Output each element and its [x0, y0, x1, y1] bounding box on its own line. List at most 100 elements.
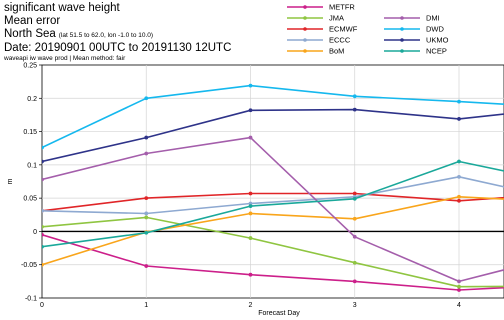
data-point-metfr [248, 272, 253, 277]
data-point-ukmo [248, 108, 253, 113]
x-tick-label: 2 [249, 302, 253, 309]
plot-area [41, 64, 504, 299]
series-ncep [42, 159, 504, 249]
series-line-metfr [42, 234, 504, 291]
legend-marker-ecmwf [303, 27, 307, 31]
x-tick-label: 4 [457, 302, 461, 309]
y-tick-label: 0.2 [27, 96, 37, 103]
chart-title-block: significant wave height Mean error North… [4, 2, 231, 63]
legend-item-bom: BoM [287, 47, 344, 56]
x-tick-label: 0 [40, 302, 44, 309]
data-point-ncep [248, 204, 253, 209]
data-point-metfr [42, 232, 44, 237]
y-tick-label: -0.1 [25, 296, 37, 303]
series-line-ecmwf [42, 192, 504, 212]
legend-marker-ukmo [400, 38, 404, 42]
data-point-ncep [352, 196, 357, 201]
data-point-dmi [352, 234, 357, 239]
x-tick-label: 3 [353, 302, 357, 309]
series-metfr [42, 232, 504, 292]
legend-marker-eccc [303, 38, 307, 42]
data-point-dwd [457, 99, 461, 104]
legend-label-metfr: METFR [329, 3, 355, 12]
series-jma [42, 215, 504, 289]
series-line-jma [42, 216, 504, 288]
chart-title: significant wave height [4, 2, 120, 14]
series-line-dmi [42, 136, 504, 283]
series-line-bom [42, 196, 504, 266]
legend-marker-ncep [400, 49, 404, 53]
series-line-ukmo [42, 108, 504, 163]
plot-frame [41, 64, 504, 299]
data-point-jma [352, 260, 357, 265]
data-point-eccc [248, 201, 253, 206]
data-point-dwd [42, 145, 44, 150]
legend-item-ukmo: UKMO [384, 36, 449, 45]
y-tick-label: 0.05 [23, 196, 37, 203]
data-point-jma [144, 215, 149, 220]
data-point-ecmwf [352, 191, 357, 196]
x-axis-label: Forecast Day [258, 310, 300, 317]
series-dmi [42, 135, 504, 284]
x-tick-label: 1 [144, 302, 148, 309]
data-point-ukmo [352, 107, 357, 112]
data-point-metfr [457, 288, 461, 292]
legend-label-ukmo: UKMO [426, 36, 449, 45]
data-point-metfr [144, 264, 149, 268]
series-ukmo [42, 107, 504, 164]
legend-marker-dwd [400, 27, 404, 31]
y-tick-label: -0.05 [21, 262, 37, 269]
data-point-ukmo [457, 117, 461, 121]
legend-marker-jma [303, 16, 307, 20]
data-point-dmi [144, 151, 149, 156]
series-ecmwf [42, 191, 504, 213]
data-point-bom [457, 194, 461, 199]
data-point-dwd [352, 94, 357, 99]
legend-marker-metfr [303, 5, 307, 9]
data-point-dmi [42, 177, 44, 182]
legend-label-jma: JMA [329, 14, 344, 23]
series-eccc [42, 174, 504, 216]
y-tick-label: 0 [33, 229, 37, 236]
data-point-ncep [42, 244, 44, 249]
legend-label-ecmwf: ECMWF [329, 25, 358, 34]
data-point-bom [352, 216, 357, 221]
legend-item-dmi: DMI [384, 14, 440, 23]
meta-info: waveapi iw wave prod | Mean method: fair [4, 55, 126, 62]
data-point-dmi [248, 135, 253, 140]
legend-item-eccc: ECCC [287, 36, 351, 45]
data-point-dwd [248, 83, 253, 88]
series-line-eccc [42, 176, 504, 215]
legend-label-eccc: ECCC [329, 36, 351, 45]
legend-marker-bom [303, 49, 307, 53]
data-point-ukmo [144, 135, 149, 140]
data-point-ncep [144, 230, 149, 235]
data-point-eccc [144, 211, 149, 216]
axes: 0 1 2 3 4 -0.1 -0.05 0 0.05 0.1 0.15 0.2 0.25 Forecas… [7, 63, 461, 318]
y-tick-label: 0.1 [27, 162, 37, 169]
legend-label-dmi: DMI [426, 14, 440, 23]
region-line: North Sea (lat 51.5 to 62.0, lon -1.0 to … [4, 28, 231, 42]
series-layer [42, 83, 504, 292]
data-point-ecmwf [144, 196, 149, 201]
data-point-jma [248, 236, 253, 240]
legend-item-jma: JMA [287, 14, 344, 23]
region-coords: (lat 51.5 to 62.0, lon -1.0 to 10.0) [58, 32, 154, 39]
data-point-ncep [457, 159, 461, 164]
legend-item-metfr: METFR [287, 3, 355, 12]
series-dwd [42, 83, 504, 150]
y-tick-label: 0.15 [23, 129, 37, 136]
legend-label-dwd: DWD [426, 25, 444, 34]
y-tick-label: 0.25 [23, 63, 37, 70]
legend-label-ncep: NCEP [426, 47, 447, 56]
data-point-ukmo [42, 159, 44, 164]
data-point-eccc [457, 174, 461, 179]
data-point-bom [248, 211, 253, 216]
legend-item-ecmwf: ECMWF [287, 25, 358, 34]
y-axis-label: m [7, 178, 14, 184]
series-line-dwd [42, 84, 504, 149]
data-point-jma [42, 224, 44, 229]
legend-item-ncep: NCEP [384, 47, 447, 56]
region-name: North Sea [4, 28, 56, 40]
